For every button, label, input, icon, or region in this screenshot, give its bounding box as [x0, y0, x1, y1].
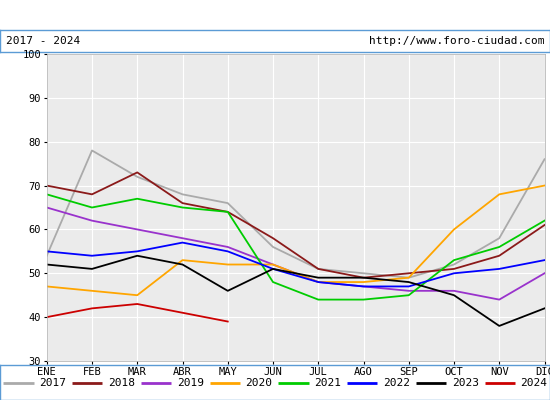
Text: 2023: 2023 — [452, 378, 478, 388]
Text: Evolucion del paro registrado en Artesa de Lleida: Evolucion del paro registrado en Artesa … — [60, 8, 490, 22]
Text: 2018: 2018 — [108, 378, 135, 388]
Text: 2020: 2020 — [245, 378, 272, 388]
Text: 2017: 2017 — [39, 378, 66, 388]
Text: 2024: 2024 — [520, 378, 547, 388]
Text: 2017 - 2024: 2017 - 2024 — [6, 36, 80, 46]
Text: 2022: 2022 — [383, 378, 410, 388]
Text: http://www.foro-ciudad.com: http://www.foro-ciudad.com — [369, 36, 544, 46]
Text: 2021: 2021 — [314, 378, 341, 388]
Text: 2019: 2019 — [177, 378, 204, 388]
